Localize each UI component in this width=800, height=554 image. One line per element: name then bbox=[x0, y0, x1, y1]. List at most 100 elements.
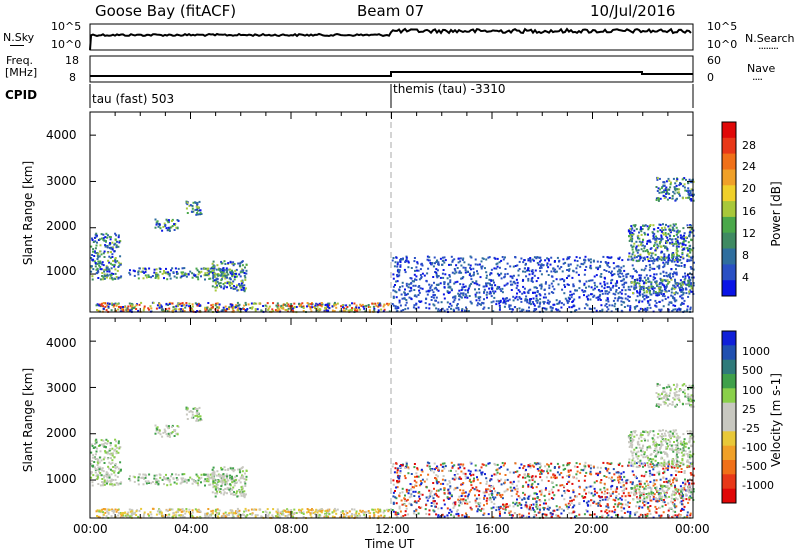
velocity-cell bbox=[618, 474, 621, 477]
velocity-cell bbox=[428, 489, 431, 492]
velocity-cell bbox=[182, 477, 185, 480]
velocity-cell bbox=[689, 514, 692, 517]
power-cell bbox=[548, 259, 550, 262]
power-cell bbox=[593, 287, 596, 290]
power-cell bbox=[242, 289, 245, 291]
power-cell bbox=[155, 221, 158, 224]
power-cell bbox=[421, 264, 424, 267]
power-cell bbox=[459, 260, 462, 263]
velocity-cell bbox=[375, 510, 378, 513]
power-cell bbox=[418, 289, 421, 292]
velocity-cell bbox=[108, 467, 111, 470]
power-ytick-1000: 1000 bbox=[46, 264, 77, 278]
power-cell bbox=[103, 256, 106, 258]
velocity-cell bbox=[189, 476, 192, 479]
power-cell bbox=[492, 279, 495, 282]
freq-unit-label: [MHz] bbox=[5, 66, 38, 79]
power-cell bbox=[642, 257, 645, 260]
velocity-cell bbox=[234, 479, 237, 481]
power-cell bbox=[226, 269, 228, 272]
velocity-cell bbox=[92, 464, 95, 467]
velocity-cell bbox=[444, 465, 447, 468]
power-cell bbox=[655, 280, 658, 283]
velocity-cell bbox=[111, 459, 114, 462]
power-cell bbox=[399, 286, 401, 289]
velocity-cell bbox=[114, 474, 117, 477]
power-cell bbox=[157, 225, 160, 228]
velocity-cell bbox=[167, 435, 170, 437]
velocity-cell bbox=[155, 429, 158, 432]
power-cell bbox=[490, 272, 493, 275]
power-cell bbox=[647, 277, 650, 280]
power-cell bbox=[640, 288, 643, 291]
velocity-cell bbox=[218, 474, 221, 477]
power-cell bbox=[103, 277, 106, 280]
velocity-cell bbox=[428, 465, 431, 468]
velocity-cell bbox=[672, 479, 674, 481]
velocity-cell bbox=[232, 478, 235, 481]
power-cell bbox=[566, 258, 569, 261]
velocity-cell bbox=[478, 505, 481, 508]
power-cell bbox=[687, 181, 690, 184]
power-cell bbox=[640, 274, 643, 277]
power-cell bbox=[113, 304, 116, 307]
power-cell bbox=[629, 305, 632, 307]
velocity-cell bbox=[493, 502, 496, 505]
power-cell bbox=[475, 291, 478, 294]
power-cell bbox=[616, 270, 619, 273]
power-cell bbox=[345, 304, 348, 307]
power-cell bbox=[443, 283, 446, 286]
power-cell bbox=[118, 240, 121, 243]
power-cell bbox=[454, 297, 457, 300]
power-cell bbox=[567, 263, 570, 266]
power-cell bbox=[661, 232, 664, 234]
power-cell bbox=[288, 305, 291, 308]
velocity-cell bbox=[240, 486, 243, 489]
velocity-cell bbox=[404, 477, 407, 480]
power-cell bbox=[395, 280, 398, 283]
velocity-cell bbox=[239, 492, 242, 495]
power-cell bbox=[97, 309, 100, 312]
power-cell bbox=[664, 232, 667, 234]
power-cell bbox=[110, 251, 112, 254]
velocity-cell bbox=[672, 481, 675, 484]
power-cell bbox=[686, 258, 689, 261]
power-cell bbox=[643, 224, 646, 227]
power-cell bbox=[668, 192, 671, 195]
velocity-cell bbox=[111, 469, 114, 472]
power-cell bbox=[421, 272, 424, 275]
velocity-cell bbox=[600, 510, 603, 513]
power-cell bbox=[535, 297, 538, 300]
power-cell bbox=[205, 308, 208, 311]
velocity-cell bbox=[606, 492, 609, 495]
power-cell bbox=[110, 277, 113, 280]
velocity-cell bbox=[435, 502, 438, 505]
power-cell bbox=[180, 308, 183, 311]
velocity-cell bbox=[516, 487, 519, 490]
power-cell bbox=[478, 284, 481, 287]
velocity-cell bbox=[191, 509, 194, 512]
power-cell bbox=[426, 293, 429, 296]
velocity-cell bbox=[274, 515, 277, 518]
velocity-cell bbox=[191, 516, 194, 519]
power-cell bbox=[165, 267, 167, 270]
power-cell bbox=[383, 308, 386, 311]
velocity-cell bbox=[456, 510, 458, 513]
velocity-cell bbox=[495, 506, 498, 509]
power-cell bbox=[449, 302, 452, 305]
velocity-cell bbox=[485, 489, 488, 492]
velocity-cell bbox=[532, 497, 534, 500]
power-cell bbox=[663, 191, 666, 194]
power-cell bbox=[392, 304, 395, 307]
velocity-cell bbox=[175, 482, 178, 485]
velocity-cell bbox=[433, 462, 436, 465]
power-cell bbox=[225, 274, 228, 277]
power-cell bbox=[115, 234, 118, 237]
freq-right-tick-top: 60 bbox=[707, 54, 721, 67]
power-cell bbox=[673, 293, 676, 296]
velocity-cell bbox=[256, 514, 259, 517]
power-cell bbox=[671, 287, 674, 290]
power-cell bbox=[639, 307, 642, 310]
power-cell bbox=[578, 287, 581, 290]
velocity-cell bbox=[535, 493, 538, 496]
